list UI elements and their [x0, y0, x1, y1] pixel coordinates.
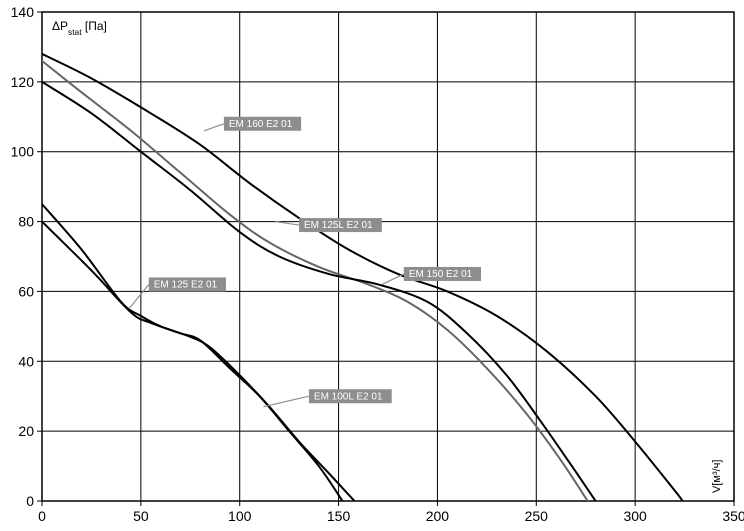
- y-tick-label: 60: [18, 283, 34, 299]
- x-tick-label: 250: [525, 508, 549, 524]
- y-tick-label: 0: [26, 493, 34, 509]
- series-label-text: EM 100L E2 01: [314, 391, 383, 402]
- y-tick-label: 20: [18, 423, 34, 439]
- y-tick-label: 100: [11, 144, 35, 160]
- y-tick-label: 80: [18, 214, 34, 230]
- y-tick-label: 140: [11, 4, 35, 20]
- x-tick-label: 0: [38, 508, 46, 524]
- x-tick-label: 150: [327, 508, 351, 524]
- series-label-text: EM 150 E2 01: [409, 269, 473, 280]
- x-tick-label: 50: [133, 508, 149, 524]
- x-tick-label: 100: [228, 508, 252, 524]
- x-tick-label: 350: [722, 508, 744, 524]
- y-tick-label: 40: [18, 353, 34, 369]
- series-label-text: EM 160 E2 01: [229, 119, 293, 130]
- pressure-flow-chart: 050100150200250300350020406080100120140Δ…: [0, 0, 744, 531]
- x-tick-label: 200: [426, 508, 450, 524]
- y-tick-label: 120: [11, 74, 35, 90]
- series-label-text: EM 125L E2 01: [304, 220, 373, 231]
- x-tick-label: 300: [623, 508, 647, 524]
- chart-svg: 050100150200250300350020406080100120140Δ…: [0, 0, 744, 531]
- chart-bg: [0, 0, 744, 531]
- x-axis-title: V[м³/ч]: [711, 460, 723, 493]
- series-label-text: EM 125 E2 01: [154, 280, 218, 291]
